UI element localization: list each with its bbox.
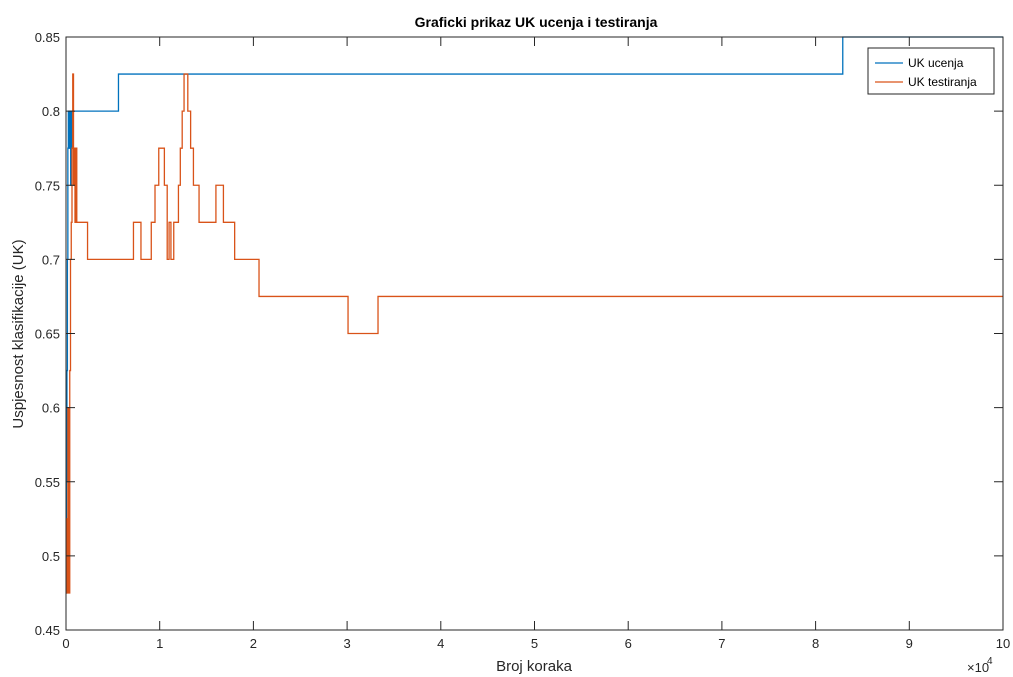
- y-tick-label: 0.65: [35, 327, 60, 342]
- x-tick-label: 10: [996, 636, 1010, 651]
- y-tick-label: 0.85: [35, 30, 60, 45]
- y-tick-label: 0.45: [35, 623, 60, 638]
- x-tick-label: 1: [156, 636, 163, 651]
- plot-area: [66, 37, 1003, 630]
- x-tick-label: 8: [812, 636, 819, 651]
- legend-label-uk-testiranja: UK testiranja: [908, 75, 977, 89]
- x-multiplier-exponent: 4: [987, 656, 993, 667]
- x-tick-label: 9: [906, 636, 913, 651]
- y-tick-label: 0.55: [35, 475, 60, 490]
- chart-title: Graficki prikaz UK ucenja i testiranja: [415, 14, 658, 30]
- x-axis-label: Broj koraka: [496, 658, 573, 675]
- y-tick-label: 0.8: [42, 104, 60, 119]
- y-tick-label: 0.7: [42, 252, 60, 267]
- legend-box: [867, 47, 995, 95]
- y-tick-label: 0.5: [42, 549, 60, 564]
- x-multiplier-base: ×10: [967, 660, 989, 675]
- legend-label-uk-ucenja: UK ucenja: [908, 56, 964, 70]
- x-tick-label: 5: [531, 636, 538, 651]
- axes-layer: 0 1 2 3 4 5 6 7 8 9 10 0.45 0.5 0.55 0.6 0.65 0.7 0.75 0.8…: [35, 30, 1011, 651]
- y-axis-label: Uspjesnost klasifikacije (UK): [10, 239, 27, 428]
- x-tick-label: 7: [718, 636, 725, 651]
- x-axis-multiplier: ×10 4: [967, 656, 993, 675]
- series-line-uk-testiranja: [66, 73, 1003, 594]
- series-layer: [65, 36, 1003, 594]
- legend: UK ucenja UK testiranja: [867, 47, 995, 95]
- x-tick-label: 2: [250, 636, 257, 651]
- x-tick-label: 6: [625, 636, 632, 651]
- x-tick-label: 3: [343, 636, 350, 651]
- y-tick-label: 0.75: [35, 178, 60, 193]
- x-tick-label: 4: [437, 636, 444, 651]
- x-tick-label: 0: [62, 636, 69, 651]
- y-tick-label: 0.6: [42, 401, 60, 416]
